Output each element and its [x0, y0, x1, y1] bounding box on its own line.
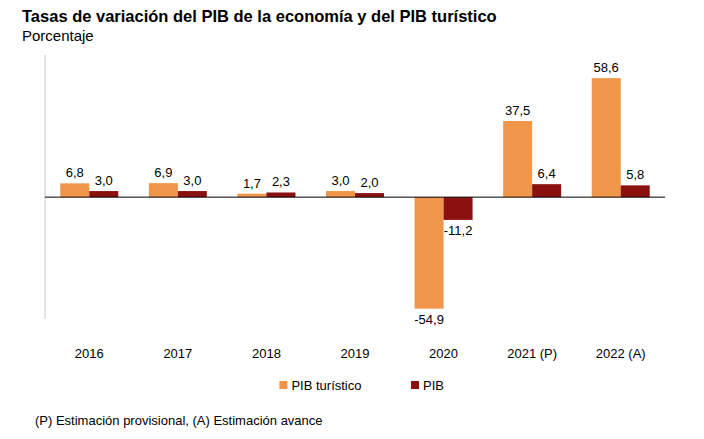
- bars: [60, 78, 649, 308]
- legend: PIB turístico PIB: [279, 378, 444, 393]
- legend-label: PIB turístico: [291, 378, 361, 393]
- bar: [149, 183, 178, 197]
- data-label: 58,6: [594, 60, 619, 75]
- data-label: 5,8: [626, 167, 644, 182]
- x-tick-label: 2022 (A): [596, 346, 646, 361]
- bar: [266, 192, 295, 197]
- data-label: -11,2: [444, 223, 473, 238]
- x-tick-label: 2016: [75, 346, 104, 361]
- x-tick-label: 2017: [163, 346, 192, 361]
- data-label: 2,3: [272, 174, 290, 189]
- legend-swatch: [279, 381, 287, 389]
- data-label: 3,0: [95, 173, 113, 188]
- bar: [621, 185, 650, 197]
- chart: Tasas de variación del PIB de la economí…: [0, 0, 704, 439]
- bar: [326, 191, 355, 197]
- data-label: 1,7: [243, 176, 261, 191]
- y-axis-line: [45, 55, 46, 319]
- bar: [444, 197, 473, 220]
- bar: [89, 191, 118, 197]
- title: Tasas de variación del PIB de la economí…: [22, 7, 497, 25]
- note: (P) Estimación provisional, (A) Estimaci…: [35, 413, 323, 428]
- x-tick-label: 2020: [429, 346, 458, 361]
- bar: [532, 184, 561, 197]
- bar: [355, 193, 384, 197]
- bar: [503, 121, 532, 197]
- data-label: -54,9: [414, 312, 444, 327]
- data-label: 6,4: [538, 166, 556, 181]
- data-label: 37,5: [505, 103, 530, 118]
- bar: [60, 183, 89, 197]
- subtitle: Porcentaje: [22, 27, 94, 44]
- legend-swatch: [411, 381, 419, 389]
- x-tick-label: 2021 (P): [507, 346, 557, 361]
- bar: [415, 197, 444, 308]
- bar: [178, 191, 207, 197]
- x-tick-label: 2019: [341, 346, 370, 361]
- data-label: 3,0: [183, 173, 201, 188]
- legend-label: PIB: [423, 378, 444, 393]
- bar: [592, 78, 621, 197]
- baseline: [45, 197, 665, 198]
- bar: [237, 194, 266, 197]
- data-label: 2,0: [360, 175, 378, 190]
- data-label: 3,0: [331, 173, 349, 188]
- data-label: 6,8: [66, 165, 84, 180]
- x-tick-label: 2018: [252, 346, 281, 361]
- data-label: 6,9: [154, 165, 172, 180]
